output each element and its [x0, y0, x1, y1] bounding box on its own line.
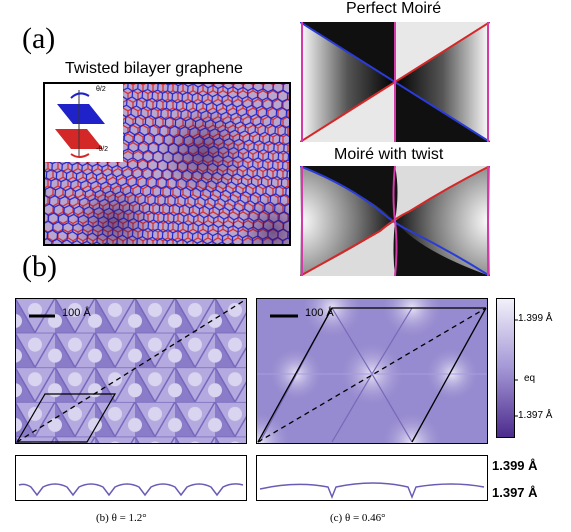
- colorbar: [496, 298, 518, 438]
- colorbar-tick-high: 1.399 Å: [518, 313, 553, 324]
- strain-map-0.46deg: [256, 298, 488, 444]
- caption-right: (c) θ = 0.46°: [330, 512, 386, 524]
- perfect-moire-image: [300, 22, 490, 142]
- profile-tick-low: 1.397 Å: [492, 485, 538, 500]
- moire-with-twist-title: Moiré with twist: [334, 146, 444, 163]
- inset-bottom-label: -θ/2: [96, 146, 109, 153]
- profile-tick-high: 1.399 Å: [492, 458, 538, 473]
- inset-top-label: θ/2: [96, 86, 106, 93]
- twisted-bilayer-title: Twisted bilayer graphene: [65, 60, 243, 77]
- perfect-moire-title: Perfect Moiré: [346, 0, 442, 17]
- scale-bar-label-left: 100 Å: [62, 307, 91, 319]
- twist-inset-icon: [45, 84, 123, 162]
- scale-bar-label-right: 100 Å: [305, 307, 334, 319]
- caption-left: (b) θ = 1.2°: [96, 512, 147, 524]
- moire-with-twist-image: [300, 166, 490, 276]
- profile-plot-0.46deg: [256, 455, 488, 501]
- twisted-bilayer-image: [43, 82, 291, 246]
- profile-plot-1.2deg: [15, 455, 247, 501]
- colorbar-tick-low: 1.397 Å: [518, 410, 553, 421]
- panel-b-label: (b): [22, 250, 57, 283]
- panel-a-label: (a): [22, 22, 56, 55]
- colorbar-tick-eq: eq: [524, 373, 536, 384]
- strain-map-1.2deg: [15, 298, 247, 444]
